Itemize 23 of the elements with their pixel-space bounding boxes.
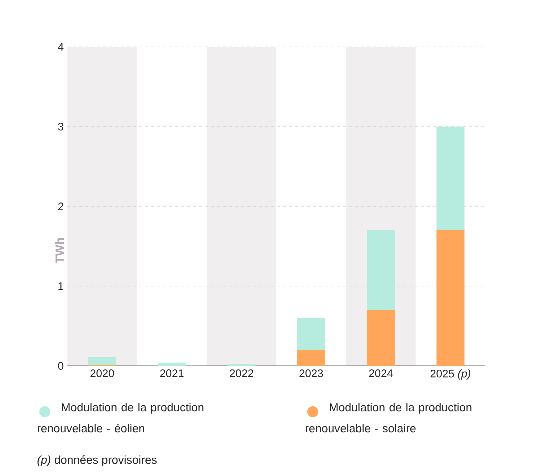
bar [436,126,465,231]
bar [297,318,326,350]
legend-label: Modulation de la production renouvelable - éolien [38,403,204,433]
x-tick-label: 2025 (p) [430,370,471,380]
y-tick-label: 1 [58,282,64,290]
text: (p) données provisoires [38,456,157,466]
x-tick-label: 2021 [160,370,184,378]
y-tick-label: 4 [58,43,64,51]
bar [436,230,465,366]
bar [88,357,116,366]
y-axis-title: TWh [55,238,64,264]
legend-label: Modulation de la production renouvelable - solaire [306,403,472,433]
y-tick-label: 3 [58,123,64,131]
bar [297,350,326,366]
y-tick-label: 0 [58,362,64,370]
x-tick-label: 2022 [230,370,254,378]
x-tick-label: 2020 [90,370,114,378]
bar [367,310,396,366]
y-tick-label: 2 [58,202,64,210]
bar [158,362,186,366]
x-tick-label: 2024 [369,370,393,378]
bar [367,230,396,310]
x-tick-label: 2023 [300,370,324,378]
